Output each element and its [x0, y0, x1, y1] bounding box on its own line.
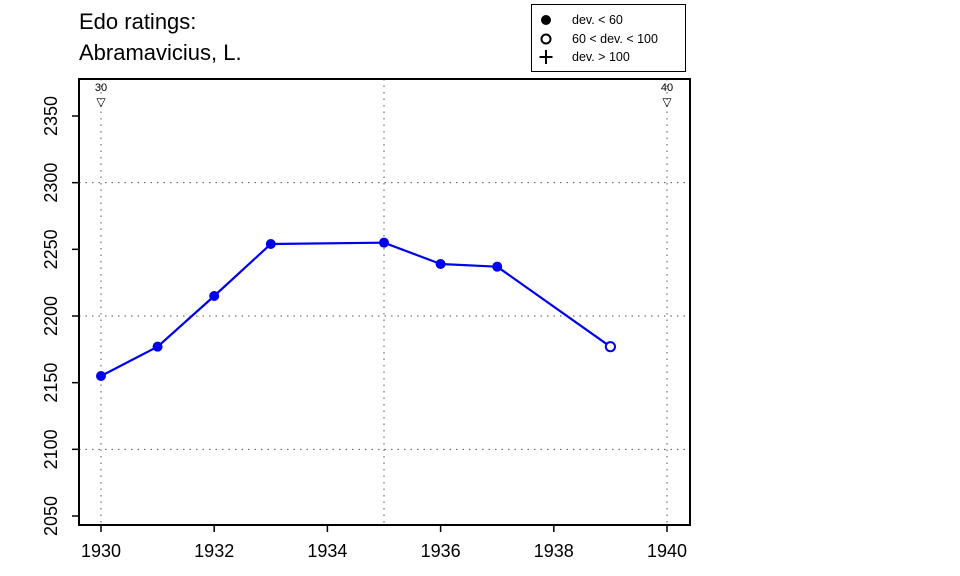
data-point [492, 261, 503, 272]
filled-circle-icon [541, 15, 551, 25]
open-circle-icon [540, 33, 552, 45]
y-tick-label: 2200 [41, 296, 61, 336]
series-line [100, 241, 612, 377]
x-tick-label: 1934 [307, 541, 347, 561]
data-point [152, 341, 163, 352]
plot-frame [78, 78, 691, 526]
legend-label: dev. > 100 [572, 50, 630, 64]
annotation-label: 30 [95, 82, 107, 94]
data-point [379, 237, 389, 248]
legend-label: dev. < 60 [572, 13, 623, 27]
y-tick-label: 2350 [41, 96, 61, 136]
chart-title-line-2: Abramavicius, L. [79, 40, 242, 65]
data-point [435, 259, 446, 269]
data-point [604, 341, 617, 353]
x-tick-label: 1940 [647, 541, 687, 561]
legend: dev. < 60 60 < dev. < 100 dev. > 100 [531, 4, 686, 72]
y-tick-label: 2050 [41, 496, 61, 536]
data-point [265, 239, 276, 249]
y-tick-label: 2250 [41, 229, 61, 269]
legend-label: 60 < dev. < 100 [572, 32, 658, 46]
y-tick-label: 2150 [41, 363, 61, 403]
annotation-label: 40 [661, 82, 673, 94]
data-point [209, 291, 220, 301]
y-tick-label: 2300 [41, 163, 61, 203]
x-tick-label: 1938 [534, 541, 574, 561]
y-tick-label: 2100 [41, 429, 61, 469]
chart-title-line-1: Edo ratings: [79, 9, 197, 34]
x-tick-label: 1932 [194, 541, 234, 561]
data-point [96, 371, 106, 381]
annotation-triangle-icon: ▽ [662, 95, 672, 109]
x-tick-label: 1930 [81, 541, 121, 561]
x-tick-label: 1936 [421, 541, 461, 561]
plus-icon [539, 50, 553, 64]
annotation-triangle-icon: ▽ [96, 95, 106, 109]
